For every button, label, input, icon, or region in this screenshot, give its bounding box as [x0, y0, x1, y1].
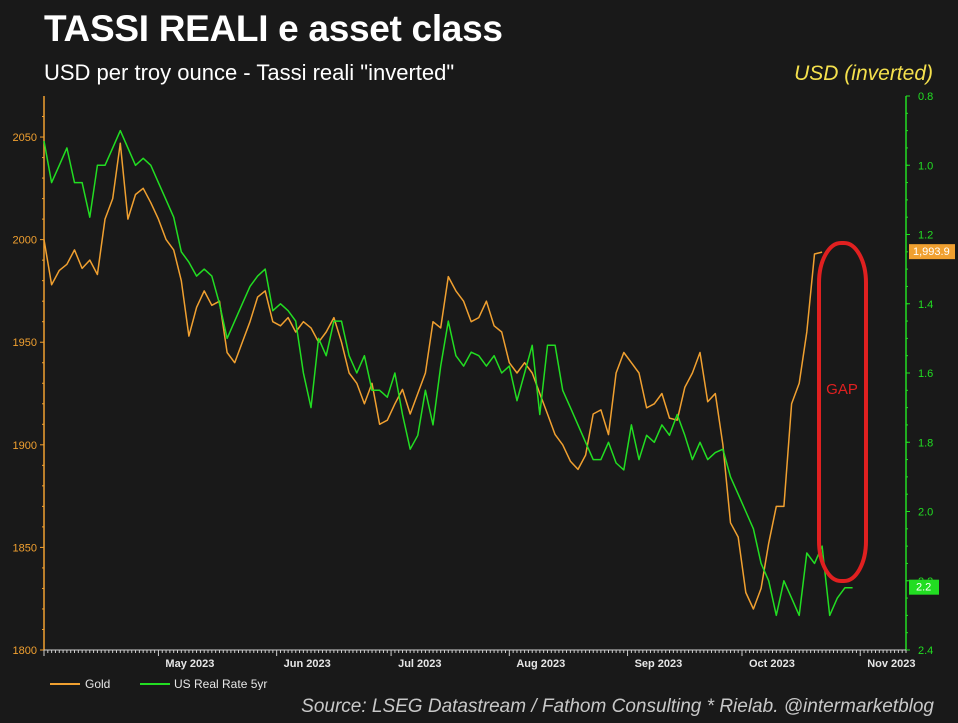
x-axis-tick-label: Nov 2023 [867, 658, 915, 670]
legend: Gold US Real Rate 5yr [50, 677, 267, 690]
right-axis-tick-label: 1.6 [918, 368, 933, 380]
x-axis-tick-label: Jul 2023 [398, 658, 441, 670]
series-layer [43, 129, 853, 617]
chart-axes: 1800 1850 1900 1950 2000 2050 0.8 1.0 1.2 1.4 1.6 1… [13, 91, 955, 670]
legend-label-gold: Gold [85, 677, 110, 690]
chart-title: TASSI REALI e asset class [44, 8, 503, 49]
source-note: Source: LSEG Datastream / Fathom Consult… [301, 696, 934, 717]
left-axis-tick-label: 1900 [13, 440, 37, 452]
series-line-real-rate [43, 129, 853, 617]
gap-annotation-box [817, 241, 868, 583]
right-axis-tick-label: 1.0 [918, 160, 933, 172]
annotation-layer: GAP [817, 241, 868, 583]
gap-annotation-label: GAP [826, 381, 858, 398]
right-axis-tick-label: 1.4 [918, 299, 933, 311]
chart-canvas: 1800 1850 1900 1950 2000 2050 0.8 1.0 1.2 1.4 1.6 1… [13, 91, 955, 690]
gold-last-value-label: 1,993.9 [913, 246, 950, 258]
x-axis-tick-label: Jun 2023 [284, 658, 331, 670]
left-axis-tick-label: 1800 [13, 645, 37, 657]
right-axis-tick-label: 2.0 [918, 507, 933, 519]
left-axis-tick-label: 2050 [13, 132, 37, 144]
gold-last-value-box [909, 244, 955, 260]
rate-last-value-box [909, 579, 939, 595]
right-axis-tick-label: 0.8 [918, 91, 933, 103]
left-axis-tick-label: 1850 [13, 542, 37, 554]
right-axis-caption: USD (inverted) [794, 62, 933, 85]
right-axis-tick-label: 1.8 [918, 437, 933, 449]
x-axis-tick-label: May 2023 [165, 658, 214, 670]
right-axis-tick-label: 2.4 [918, 645, 933, 657]
chart-subtitle: USD per troy ounce - Tassi reali "invert… [44, 60, 455, 85]
x-axis-tick-label: Sep 2023 [635, 658, 683, 670]
legend-label-real-rate: US Real Rate 5yr [174, 677, 267, 690]
x-axis-tick-label: Aug 2023 [516, 658, 565, 670]
series-line-gold [43, 142, 823, 610]
left-axis-tick-label: 2000 [13, 235, 37, 247]
left-axis-tick-label: 1950 [13, 337, 37, 349]
rate-last-value-label: 2.2 [916, 582, 931, 594]
right-axis-tick-label: 1.2 [918, 230, 933, 242]
x-axis-tick-label: Oct 2023 [749, 658, 795, 670]
